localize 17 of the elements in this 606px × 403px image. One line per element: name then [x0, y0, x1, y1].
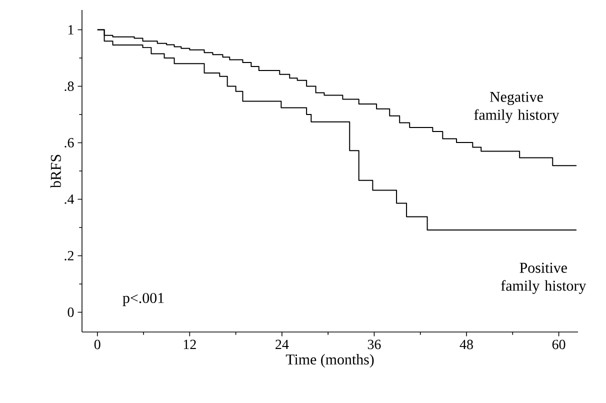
- x-tick-label: 24: [276, 340, 289, 350]
- x-tick-label: 0: [94, 340, 100, 350]
- annotation: Negative family history: [474, 92, 560, 123]
- y-tick-label: .6: [64, 138, 74, 148]
- y-tick-label: 1: [68, 25, 74, 34]
- annotation: p<.001: [122, 292, 164, 306]
- x-tick-label: 60: [552, 340, 566, 350]
- y-tick-label: .8: [64, 82, 74, 91]
- x-tick-label: 48: [460, 340, 473, 350]
- y-tick-label: .4: [64, 194, 74, 204]
- y-tick-label: .2: [64, 251, 74, 260]
- y-axis-title: bRFS: [50, 154, 61, 188]
- x-tick-label: 12: [184, 340, 196, 350]
- x-axis-title: Time (months): [286, 354, 374, 368]
- y-tick-label: 0: [68, 308, 74, 317]
- annotation: Positive family history: [501, 262, 586, 294]
- x-tick-label: 36: [368, 340, 381, 350]
